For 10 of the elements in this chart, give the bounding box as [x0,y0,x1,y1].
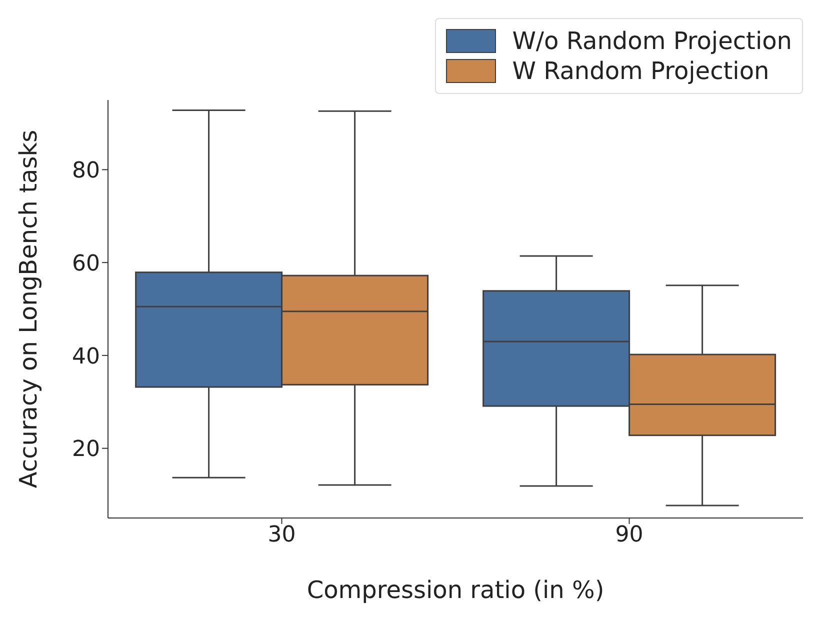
legend-label: W Random Projection [512,57,770,85]
x-tick-label: 90 [615,522,644,548]
y-axis-title: Accuracy on LongBench tasks [14,130,43,488]
x-tick-label: 30 [268,522,296,548]
y-tick-label: 80 [72,158,100,184]
legend-label: W/o Random Projection [512,27,792,55]
y-tick-label: 60 [72,251,100,276]
y-tick-label: 40 [72,344,100,370]
x-axis-title: Compression ratio (in %) [306,576,604,604]
y-tick-label: 20 [72,437,100,462]
